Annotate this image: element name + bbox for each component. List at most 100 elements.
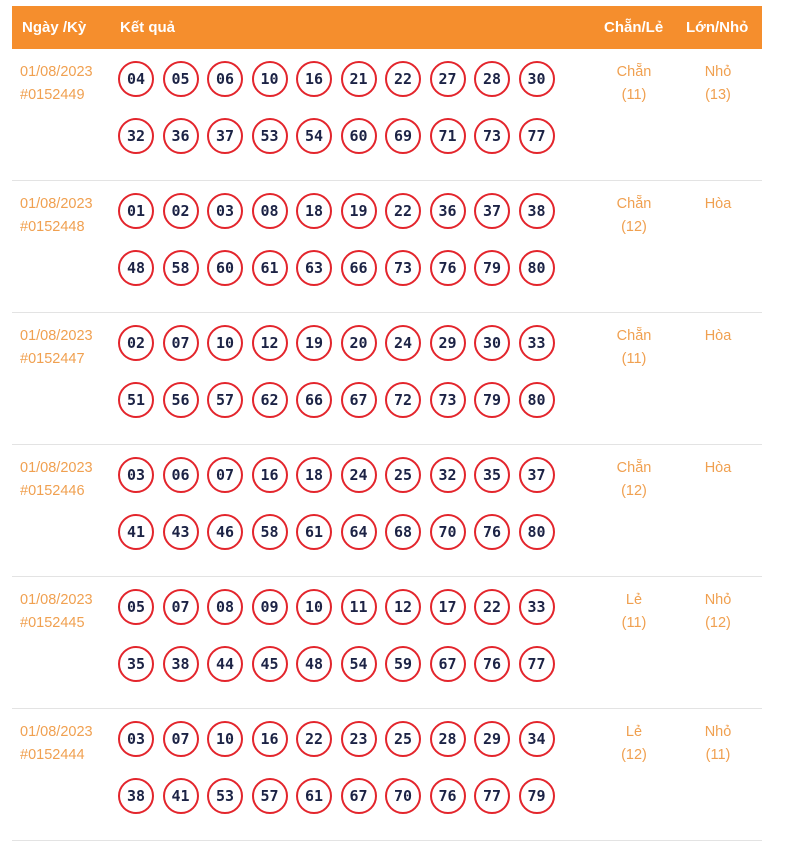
result-ball: 19 [340, 193, 377, 229]
size-cell: Nhỏ (13) [683, 61, 753, 107]
result-balls: 03 06 07 16 18 24 25 32 35 37 41 43 46 58 61 64 68 70 76 80 [118, 457, 568, 550]
size-cell: Nhỏ (11) [683, 721, 753, 767]
result-ball: 36 [429, 193, 466, 229]
parity-count: (12) [621, 219, 647, 235]
result-ball: 05 [118, 589, 154, 625]
result-ball: 27 [429, 61, 466, 97]
result-ball: 04 [118, 61, 154, 97]
result-ball: 80 [518, 382, 555, 418]
size-cell: Hòa [683, 325, 753, 348]
result-ball: 37 [474, 193, 510, 229]
result-ball: 03 [118, 721, 154, 757]
result-ball: 41 [162, 778, 199, 814]
result-ball: 76 [429, 250, 466, 286]
size-value: Nhỏ [704, 592, 732, 608]
draw-id: #0152447 [20, 351, 85, 367]
result-ball: 66 [340, 250, 377, 286]
table-row: 01/08/2023 #0152446 03 06 07 16 18 24 25 32 35 37 41… [12, 445, 762, 577]
draw-date-cell: 01/08/2023 #0152446 [20, 457, 93, 503]
parity-count: (12) [621, 483, 647, 499]
size-cell: Nhỏ (12) [683, 589, 753, 635]
parity-count: (11) [621, 615, 647, 631]
header-size: Lớn/Nhỏ [686, 19, 749, 36]
draw-id: #0152448 [20, 219, 85, 235]
result-ball: 23 [340, 721, 377, 757]
draw-date: 01/08/2023 [20, 196, 93, 212]
result-ball: 61 [296, 778, 332, 814]
result-ball: 32 [118, 118, 154, 154]
size-count: (11) [705, 747, 731, 763]
result-ball: 10 [296, 589, 332, 625]
result-ball: 12 [251, 325, 288, 361]
size-count: (13) [705, 87, 731, 103]
result-ball: 29 [474, 721, 510, 757]
result-ball: 21 [340, 61, 377, 97]
parity-value: Chẵn [616, 460, 652, 476]
result-ball: 37 [518, 457, 555, 493]
result-ball: 41 [118, 514, 154, 550]
result-ball: 67 [429, 646, 466, 682]
result-balls: 04 05 06 10 16 21 22 27 28 30 32 36 37 53 54 60 69 71 73 77 [118, 61, 568, 154]
result-ball: 06 [207, 61, 243, 97]
header-date: Ngày /Kỳ [22, 19, 87, 36]
result-ball: 58 [162, 250, 199, 286]
result-ball: 73 [429, 382, 466, 418]
parity-value: Chẵn [616, 328, 652, 344]
result-ball: 69 [385, 118, 421, 154]
result-ball: 67 [340, 778, 377, 814]
result-ball: 34 [518, 721, 555, 757]
result-ball: 63 [296, 250, 332, 286]
result-ball: 79 [474, 250, 510, 286]
result-ball: 76 [474, 514, 510, 550]
result-ball: 70 [385, 778, 421, 814]
parity-count: (11) [621, 87, 647, 103]
result-ball: 11 [340, 589, 377, 625]
result-ball: 57 [251, 778, 288, 814]
result-ball: 07 [162, 325, 199, 361]
result-ball: 37 [207, 118, 243, 154]
result-ball: 70 [429, 514, 466, 550]
result-balls: 01 02 03 08 18 19 22 36 37 38 48 58 60 61 63 66 73 76 79 80 [118, 193, 568, 286]
parity-cell: Lẻ (12) [599, 721, 669, 767]
result-ball: 16 [251, 721, 288, 757]
result-ball: 02 [118, 325, 154, 361]
result-ball: 61 [251, 250, 288, 286]
result-ball: 54 [340, 646, 377, 682]
result-ball: 24 [385, 325, 421, 361]
result-ball: 35 [118, 646, 154, 682]
result-ball: 10 [207, 325, 243, 361]
size-count: (12) [705, 615, 731, 631]
result-ball: 06 [162, 457, 199, 493]
draw-date-cell: 01/08/2023 #0152444 [20, 721, 93, 767]
result-ball: 02 [162, 193, 199, 229]
header-result: Kết quả [120, 19, 176, 36]
result-ball: 24 [340, 457, 377, 493]
result-ball: 67 [340, 382, 377, 418]
table-row: 01/08/2023 #0152448 01 02 03 08 18 19 22 36 37 38 48… [12, 181, 762, 313]
table-row: 01/08/2023 #0152447 02 07 10 12 19 20 24 29 30 33 51… [12, 313, 762, 445]
result-ball: 09 [251, 589, 288, 625]
result-ball: 48 [296, 646, 332, 682]
result-balls: 03 07 10 16 22 23 25 28 29 34 38 41 53 57 61 67 70 76 77 79 [118, 721, 568, 814]
result-ball: 20 [340, 325, 377, 361]
result-ball: 08 [207, 589, 243, 625]
result-ball: 33 [518, 589, 555, 625]
result-ball: 38 [118, 778, 154, 814]
result-ball: 45 [251, 646, 288, 682]
parity-cell: Chẵn (11) [599, 325, 669, 371]
table-row: 01/08/2023 #0152445 05 07 08 09 10 11 12 17 22 33 35… [12, 577, 762, 709]
size-cell: Hòa [683, 193, 753, 216]
result-ball: 57 [207, 382, 243, 418]
size-value: Hòa [704, 328, 732, 344]
draw-date: 01/08/2023 [20, 592, 93, 608]
result-ball: 16 [251, 457, 288, 493]
result-ball: 38 [518, 193, 555, 229]
result-ball: 73 [385, 250, 421, 286]
result-ball: 19 [296, 325, 332, 361]
result-ball: 17 [429, 589, 466, 625]
result-ball: 22 [385, 61, 421, 97]
result-ball: 30 [474, 325, 510, 361]
parity-value: Lẻ [625, 724, 643, 740]
result-ball: 60 [340, 118, 377, 154]
result-ball: 59 [385, 646, 421, 682]
